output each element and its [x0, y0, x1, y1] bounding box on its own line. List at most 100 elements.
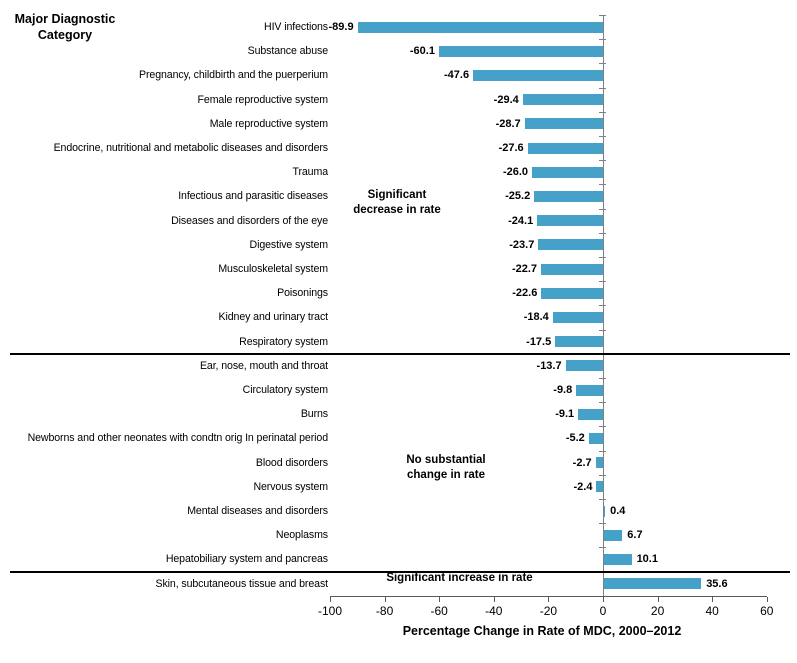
bar: [473, 70, 603, 81]
category-label: Skin, subcutaneous tissue and breast: [155, 577, 329, 590]
bar: [524, 118, 603, 130]
value-label: -26.0: [502, 166, 529, 179]
bar: [604, 578, 702, 590]
value-label: -5.2: [565, 432, 585, 445]
x-axis-tick: [384, 596, 386, 602]
value-label: 6.7: [627, 529, 643, 542]
category-axis-tick: [599, 39, 606, 41]
category-label: Respiratory system: [239, 335, 328, 348]
category-axis-tick: [599, 474, 606, 476]
value-label: -28.7: [495, 117, 521, 130]
group-annotation: No substantial change in rate: [406, 454, 486, 481]
bar: [538, 239, 603, 251]
value-label: -24.1: [508, 214, 534, 227]
category-label: Nervous system: [253, 480, 328, 493]
x-axis-tick-label: 40: [705, 603, 719, 618]
x-axis-tick-label: -60: [430, 603, 448, 618]
value-label: 10.1: [636, 553, 658, 566]
value-label: -17.5: [526, 335, 552, 348]
category-axis-tick: [599, 523, 606, 525]
bar: [576, 384, 603, 396]
bar: [588, 433, 603, 444]
bar: [537, 215, 603, 227]
category-axis-tick: [599, 450, 606, 452]
category-axis-tick: [599, 547, 606, 549]
value-label: -25.2: [505, 190, 531, 203]
category-axis-tick: [599, 232, 606, 234]
category-label: Circulatory system: [242, 384, 328, 397]
x-axis-tick-label: -20: [539, 603, 558, 618]
category-label: Kidney and urinary tract: [218, 311, 329, 324]
category-axis-tick: [599, 305, 606, 307]
value-label: -22.6: [512, 287, 538, 300]
value-label: -18.4: [523, 311, 549, 324]
bar: [595, 457, 603, 469]
category-label: Blood disorders: [255, 456, 328, 469]
value-label: -47.6: [443, 69, 470, 82]
bar: [604, 505, 606, 517]
group-annotation: Significant decrease in rate: [353, 189, 441, 216]
category-label: Newborns and other neonates with condtn …: [27, 432, 329, 445]
value-label: -13.7: [536, 359, 562, 372]
category-label: Diseases and disorders of the eye: [171, 214, 328, 227]
category-axis-tick: [599, 208, 606, 210]
category-axis-tick: [599, 257, 606, 258]
bar: [555, 336, 603, 348]
bar: [541, 287, 603, 299]
x-axis-tick: [657, 596, 659, 602]
value-label: -27.6: [498, 142, 524, 155]
category-label: Burns: [300, 408, 328, 421]
value-label: -60.1: [409, 45, 435, 58]
category-label: Poisonings: [277, 287, 328, 300]
category-axis-tick: [599, 426, 606, 428]
category-label: Pregnancy, childbirth and the puerperium: [139, 69, 328, 82]
x-axis-tick: [548, 596, 550, 602]
bar: [438, 45, 603, 57]
x-axis-tick: [766, 596, 768, 602]
category-axis-title: Major Diagnostic Category: [14, 12, 116, 42]
category-label: Mental diseases and disorders: [187, 505, 328, 518]
category-label: Endocrine, nutritional and metabolic dis…: [53, 142, 329, 155]
bar: [552, 312, 603, 323]
category-axis-tick: [599, 402, 606, 404]
x-axis-tick-label: -80: [375, 603, 394, 618]
group-divider-line: [10, 570, 790, 573]
value-label: -9.1: [555, 408, 575, 421]
value-label: -89.9: [328, 21, 354, 34]
group-annotation: Significant increase in rate: [386, 572, 533, 584]
category-label: Musculoskeletal system: [218, 263, 328, 276]
value-label: -22.7: [511, 263, 538, 276]
x-axis-tick: [439, 596, 441, 602]
category-axis-tick: [599, 184, 606, 186]
category-axis-tick: [599, 63, 606, 65]
x-axis-tick: [493, 596, 495, 602]
category-axis-tick: [599, 329, 606, 331]
category-axis-tick: [599, 15, 606, 16]
category-axis-tick: [599, 281, 606, 283]
x-axis-tick-label: -100: [317, 603, 343, 618]
bar: [534, 191, 603, 202]
category-label: Substance abuse: [247, 45, 328, 58]
value-label: -29.4: [493, 93, 519, 106]
group-divider-line: [10, 352, 790, 355]
category-axis-tick: [599, 378, 606, 379]
x-axis-tick-label: 0: [599, 603, 607, 618]
bar: [357, 21, 603, 33]
category-label: Infectious and parasitic diseases: [178, 190, 328, 203]
category-label: Female reproductive system: [197, 93, 329, 106]
x-axis-tick-label: -40: [485, 603, 503, 618]
category-label: Trauma: [292, 166, 328, 179]
x-axis-tick-label: 20: [650, 603, 665, 618]
category-axis-tick: [599, 87, 606, 89]
category-label: Ear, nose, mouth and throat: [199, 359, 328, 372]
x-axis-tick: [330, 596, 331, 602]
value-label: -9.8: [553, 384, 573, 397]
value-label: -23.7: [509, 238, 535, 251]
bar: [527, 142, 603, 154]
bar: [578, 408, 603, 420]
x-axis-tick-label: 60: [760, 603, 774, 618]
bar: [604, 554, 632, 565]
bar: [596, 481, 603, 493]
category-label: Digestive system: [249, 238, 329, 251]
value-label: -2.4: [573, 480, 593, 493]
